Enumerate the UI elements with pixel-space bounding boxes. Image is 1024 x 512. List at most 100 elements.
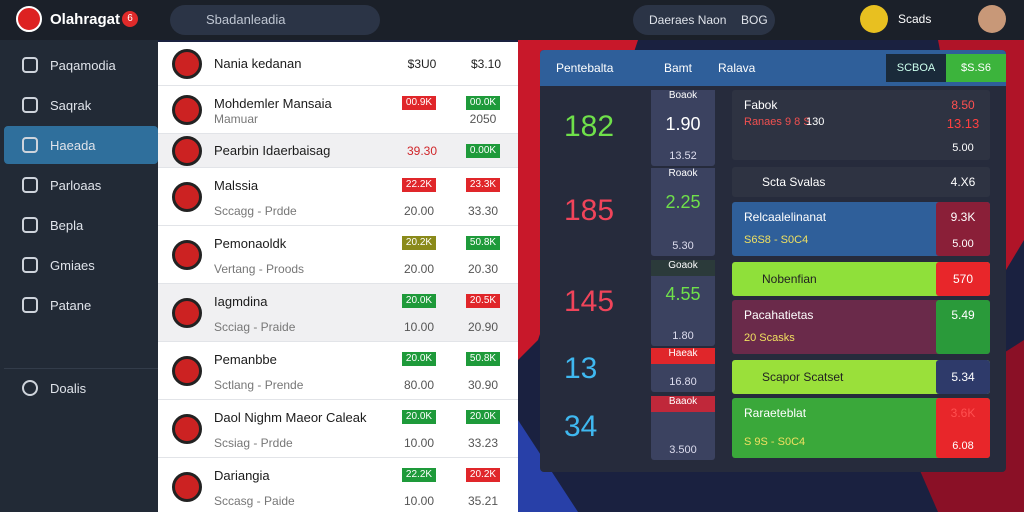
team-logo (172, 472, 202, 502)
row-subtitle: Sccasg - Paide (214, 494, 295, 508)
panel-tab[interactable]: Pentebalta (556, 61, 614, 75)
odds-badge[interactable]: 20.0K (402, 410, 436, 424)
team-icon (860, 5, 888, 33)
match-card[interactable]: Raraeteblat S 9S - S0C4 3.6K 6.08 (732, 398, 990, 458)
row-title: Malssia (214, 178, 259, 193)
card-side (936, 167, 990, 197)
row-title: Iagmdina (214, 294, 268, 309)
logo-icon (16, 6, 42, 32)
list-row[interactable]: Dariangia Sccasg - Paide 22.2K 10.00 20.2K 35… (158, 458, 518, 512)
search-box[interactable]: Sbadanleadia (170, 5, 380, 35)
card-sub: S6S8 - S0C4 (744, 234, 809, 246)
team-logo (172, 95, 202, 125)
panel-tab[interactable]: Bamt (664, 61, 693, 75)
panel-button[interactable]: $S.S6 (946, 54, 1006, 82)
odds-badge[interactable]: $3.10 (470, 57, 502, 71)
match-card[interactable]: Fabok Ranaes 9 8 S 130 8.50 13.13 5.00 (732, 90, 990, 160)
team-logo (172, 182, 202, 212)
odds-badge[interactable]: 20.0K (402, 352, 436, 366)
odds-badge[interactable]: 20.0K (402, 294, 436, 308)
stat-box: Baaok 3.500 (651, 396, 715, 460)
list-row[interactable]: Pemonaoldk Vertang - Proods 20.2K 20.00 50.8… (158, 226, 518, 284)
stat-label: Roaok (651, 168, 715, 184)
card-side (936, 360, 990, 394)
list-row[interactable]: Daol Nighm Maeor Caleak Scsiag - Prdde 20.… (158, 400, 518, 458)
row-title: Nania kedanan (214, 56, 302, 71)
match-card[interactable]: Scapor Scatset 5.34 (732, 360, 990, 394)
user-name[interactable]: Scads (898, 12, 932, 26)
list-row[interactable]: Nania kedanan $3U0 $3.10 (158, 42, 518, 86)
panel-button[interactable]: SCBOA (886, 54, 946, 82)
odds-badge[interactable]: 22.2K (402, 178, 436, 192)
card-right: 8.50 (951, 98, 975, 112)
avatar[interactable] (978, 5, 1006, 33)
odds-badge[interactable]: $3U0 (407, 57, 437, 71)
card-side (936, 262, 990, 296)
sidebar-item[interactable]: Patane (4, 286, 158, 324)
sidebar-item[interactable]: Haeada (4, 126, 158, 164)
sidebar-item[interactable]: Gmiaes (4, 246, 158, 284)
stat-number: 34 (564, 410, 598, 443)
row-value: 20.00 (403, 204, 435, 218)
odds-badge[interactable]: 23.3K (466, 178, 500, 192)
card-title: Scta Svalas (762, 175, 826, 189)
match-list: Nania kedanan $3U0 $3.10 Mohdemler Mansaia M… (158, 42, 518, 512)
list-row[interactable]: Malssia Sccagg - Prdde 22.2K 20.00 23.3K 33.3… (158, 168, 518, 226)
card-foot: 6.08 (952, 440, 974, 452)
odds-badge[interactable]: 0.00K (466, 144, 500, 158)
row-subtitle: Vertang - Proods (214, 262, 305, 276)
sidebar-item[interactable]: Parloaas (4, 166, 158, 204)
match-card[interactable]: Relcaalelinanat S6S8 - S0C4 9.3K 5.00 (732, 202, 990, 256)
row-title: Pemonaoldk (214, 236, 287, 251)
list-row[interactable]: Mohdemler Mansaia Mamuar 00.9K 00.0K 2050 (158, 86, 518, 134)
logo-text[interactable]: Olahragat (50, 11, 121, 28)
row-value: 33.23 (467, 436, 499, 450)
list-row[interactable]: Pemanbbe Sctlang - Prende 20.0K 80.00 50.8K 3… (158, 342, 518, 400)
odds-badge[interactable]: 22.2K (402, 468, 436, 482)
sidebar-item[interactable]: Doalis (4, 368, 158, 406)
card-right2: 13.13 (946, 116, 980, 131)
sidebar-icon (22, 57, 38, 73)
sidebar-item[interactable]: Saqrak (4, 86, 158, 124)
card-side (936, 398, 990, 458)
sidebar-label: Bepla (50, 218, 84, 233)
row-value: 35.21 (467, 494, 499, 508)
odds-badge[interactable]: 20.2K (402, 236, 436, 250)
panel-tab[interactable]: Ralava (718, 61, 756, 75)
sidebar-label: Doalis (50, 381, 87, 396)
stat-number: 185 (564, 194, 615, 227)
match-card[interactable]: Pacahatietas 20 Scasks 5.49 (732, 300, 990, 354)
team-logo (172, 49, 202, 79)
card-right: 3.6K (950, 406, 976, 420)
status-pill[interactable]: Daeraes Naon BOG (633, 5, 775, 35)
stat-value: 2.25 (665, 192, 701, 212)
list-row[interactable]: Iagmdina Scciag - Praide 20.0K 10.00 20.5K 20… (158, 284, 518, 342)
row-value: 80.00 (403, 378, 435, 392)
list-row[interactable]: Pearbin Idaerbaisag 39.30 0.00K (158, 134, 518, 168)
odds-badge[interactable]: 20.0K (466, 410, 500, 424)
sidebar-item[interactable]: Bepla (4, 206, 158, 244)
row-value: 33.30 (467, 204, 499, 218)
card-title: Fabok (744, 98, 778, 112)
card-right: 9.3K (950, 210, 976, 224)
stat-number: 145 (564, 285, 615, 318)
row-value: 10.00 (403, 494, 435, 508)
match-card[interactable]: Nobenfian 570 (732, 262, 990, 296)
team-logo (172, 136, 202, 166)
stat-box: Boaok 1.90 13.52 (651, 90, 715, 166)
match-card[interactable]: Scta Svalas 4.X6 (732, 167, 990, 197)
sidebar-item[interactable]: Paqamodia (4, 46, 158, 84)
row-title: Daol Nighm Maeor Caleak (214, 410, 367, 425)
top-bar: Olahragat 6 Sbadanleadia Daeraes Naon BO… (0, 0, 1024, 40)
card-sub: S 9S - S0C4 (744, 436, 806, 448)
odds-badge[interactable]: 00.9K (402, 96, 436, 110)
odds-badge[interactable]: 50.8K (466, 236, 500, 250)
odds-badge[interactable]: 50.8K (466, 352, 500, 366)
sidebar-icon (22, 257, 38, 273)
odds-badge[interactable]: 20.5K (466, 294, 500, 308)
odds-badge[interactable]: 20.2K (466, 468, 500, 482)
odds-badge[interactable]: 39.30 (406, 144, 438, 158)
odds-badge[interactable]: 00.0K (466, 96, 500, 110)
row-subtitle: Scsiag - Prdde (214, 436, 293, 450)
stat-label: Baaok (651, 396, 715, 412)
